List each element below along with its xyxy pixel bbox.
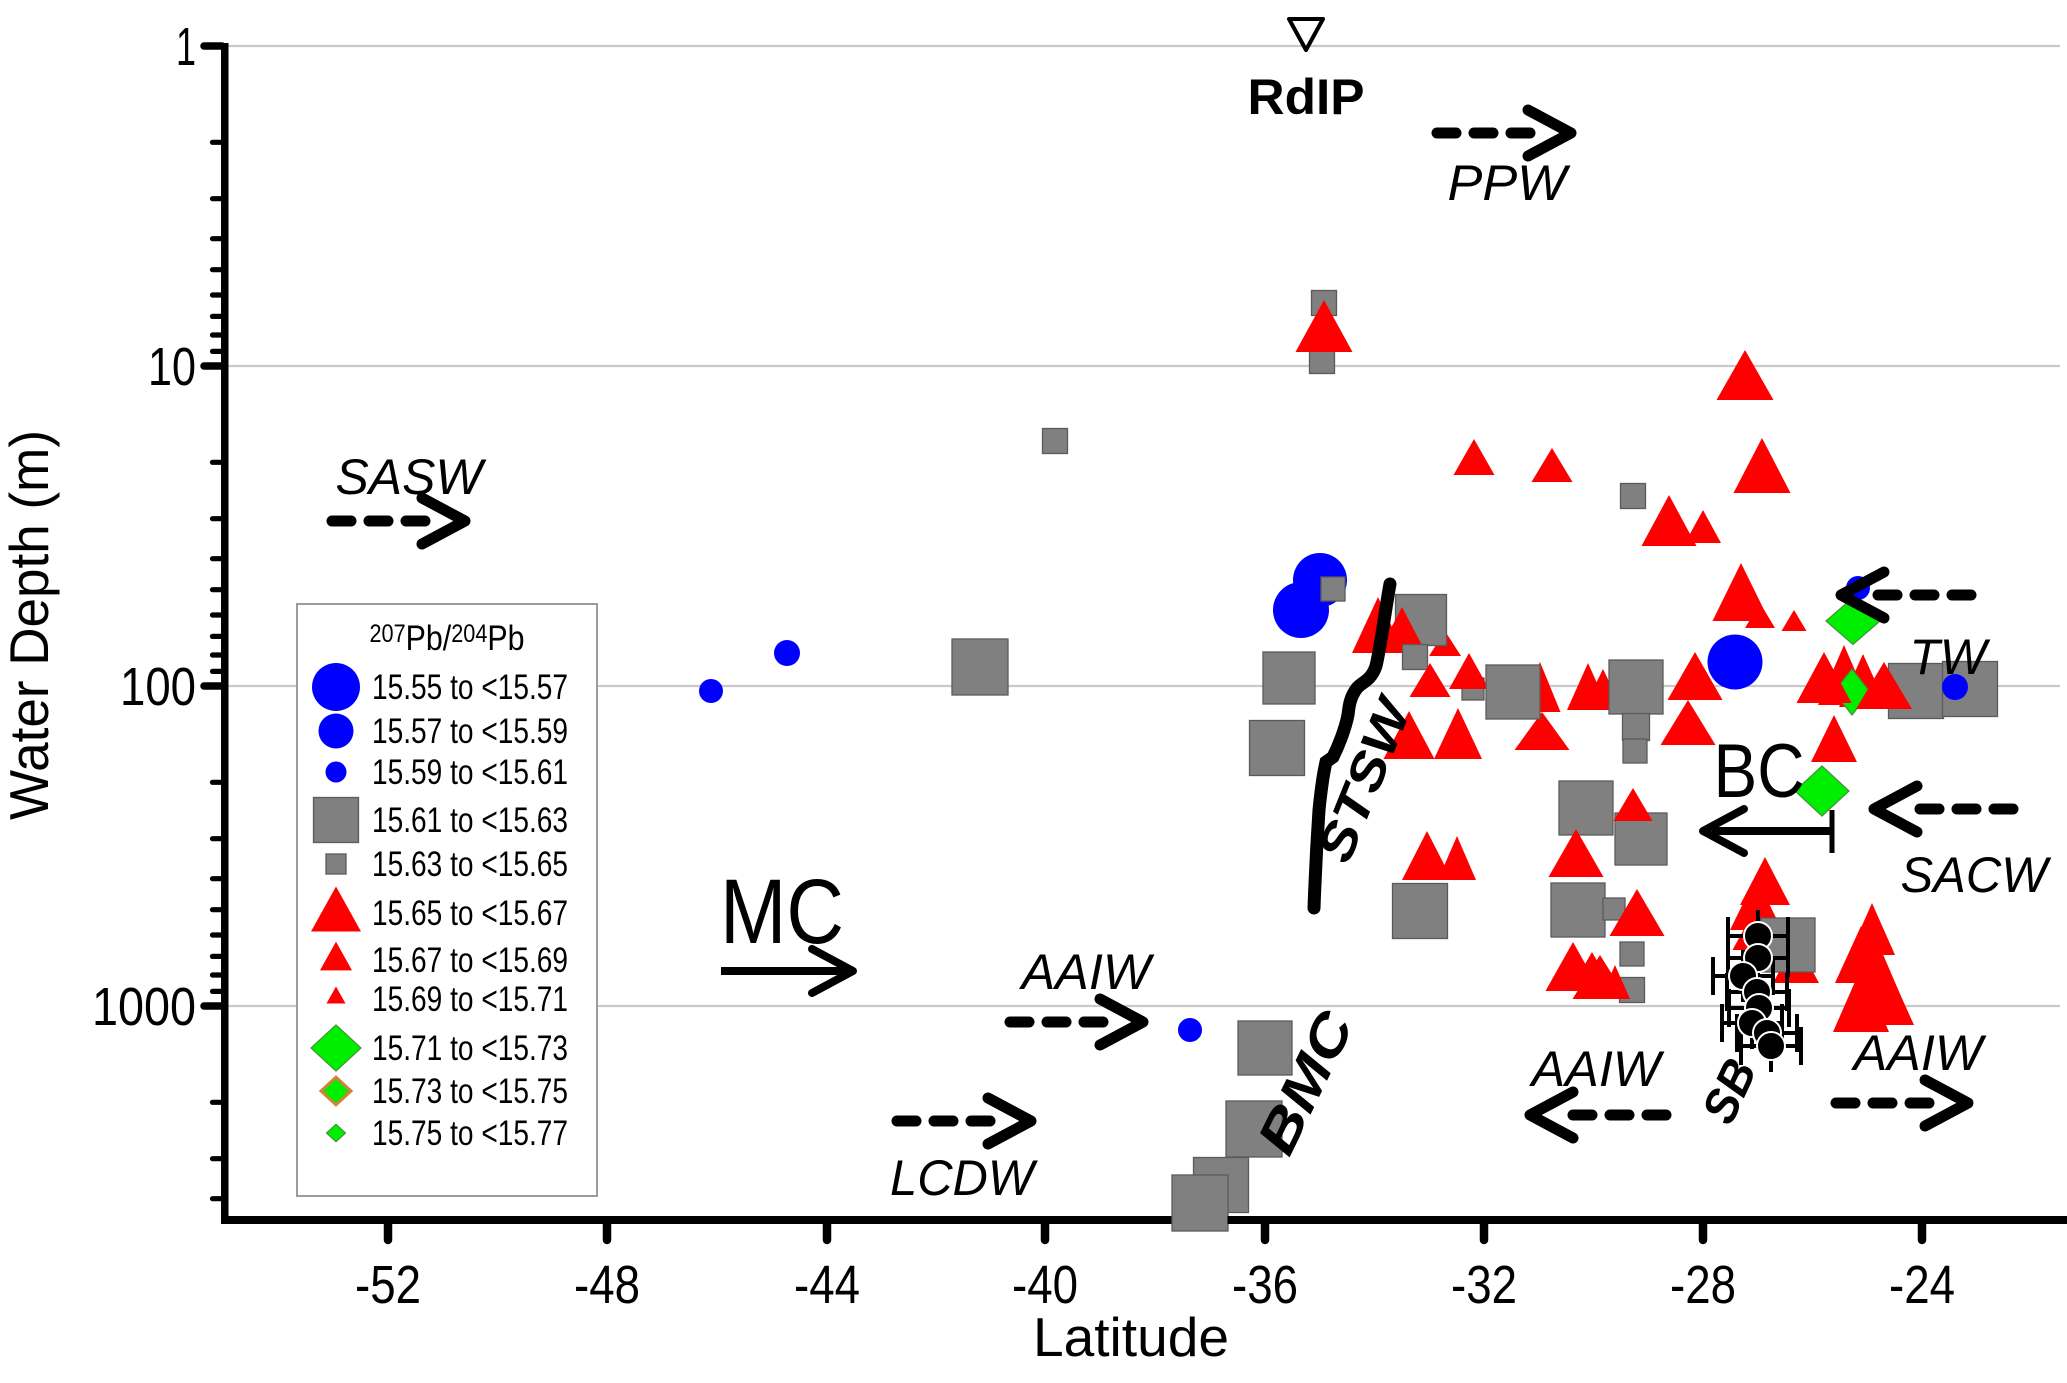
svg-text:PPW: PPW — [1448, 155, 1572, 211]
svg-text:AAIW: AAIW — [1528, 1041, 1665, 1097]
svg-text:BC: BC — [1714, 729, 1805, 814]
svg-text:AAIW: AAIW — [1018, 944, 1155, 1000]
svg-text:Water Depth (m): Water Depth (m) — [0, 430, 60, 820]
svg-text:100: 100 — [120, 657, 196, 717]
svg-text:LCDW: LCDW — [890, 1150, 1039, 1206]
svg-text:15.61 to <15.63: 15.61 to <15.63 — [372, 801, 568, 840]
svg-text:1000: 1000 — [92, 977, 196, 1037]
svg-text:15.67 to <15.69: 15.67 to <15.69 — [372, 941, 568, 980]
svg-text:-28: -28 — [1670, 1255, 1736, 1315]
svg-text:15.71 to <15.73: 15.71 to <15.73 — [372, 1029, 568, 1068]
svg-text:-48: -48 — [574, 1255, 640, 1315]
svg-text:-44: -44 — [794, 1255, 860, 1315]
svg-text:15.59 to <15.61: 15.59 to <15.61 — [372, 753, 568, 792]
svg-text:SACW: SACW — [1901, 847, 2053, 903]
svg-text:15.55 to <15.57: 15.55 to <15.57 — [372, 668, 568, 707]
svg-text:-36: -36 — [1232, 1255, 1298, 1315]
svg-text:RdIP: RdIP — [1248, 69, 1365, 125]
svg-text:-24: -24 — [1889, 1255, 1955, 1315]
svg-text:SASW: SASW — [336, 449, 488, 505]
svg-text:-40: -40 — [1012, 1255, 1078, 1315]
svg-text:15.73 to <15.75: 15.73 to <15.75 — [372, 1072, 568, 1111]
svg-text:AAIW: AAIW — [1850, 1025, 1987, 1081]
svg-text:15.65 to <15.67: 15.65 to <15.67 — [372, 894, 568, 933]
svg-text:15.63 to <15.65: 15.63 to <15.65 — [372, 845, 568, 884]
svg-text:15.69 to <15.71: 15.69 to <15.71 — [372, 980, 568, 1019]
svg-text:1: 1 — [176, 17, 196, 77]
svg-text:15.57 to <15.59: 15.57 to <15.59 — [372, 712, 568, 751]
svg-text:TW: TW — [1910, 629, 1992, 685]
svg-text:10: 10 — [148, 337, 196, 397]
svg-text:Latitude: Latitude — [1033, 1306, 1229, 1368]
svg-text:-32: -32 — [1451, 1255, 1517, 1315]
svg-text:-52: -52 — [355, 1255, 421, 1315]
svg-text:15.75 to <15.77: 15.75 to <15.77 — [372, 1114, 568, 1153]
svg-text:MC: MC — [720, 861, 844, 963]
